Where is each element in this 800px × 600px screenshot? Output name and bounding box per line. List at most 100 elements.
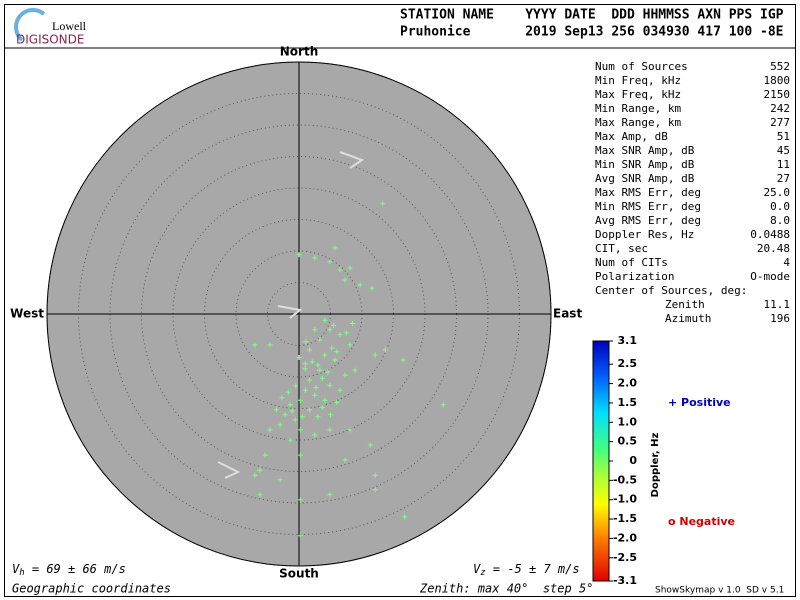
source-point xyxy=(332,357,338,363)
stat-label: Polarization xyxy=(595,270,674,283)
source-point xyxy=(327,327,333,333)
source-point xyxy=(342,277,348,283)
source-point xyxy=(317,337,323,343)
stat-label: CIT, sec xyxy=(595,242,648,255)
stat-value: 8.0 xyxy=(770,214,790,227)
stat-value: 51 xyxy=(777,130,790,143)
stat-label: Avg SNR Amp, dB xyxy=(595,172,695,185)
source-point xyxy=(277,422,283,428)
stat-value: 45 xyxy=(777,144,790,157)
stat-value: 552 xyxy=(770,60,790,73)
source-point xyxy=(347,427,353,433)
vz: Vz = -5 ± 7 m/s xyxy=(473,562,580,578)
source-point xyxy=(257,467,263,473)
coords: Geographic coordinates xyxy=(12,582,171,596)
source-point xyxy=(343,330,349,336)
source-point xyxy=(307,407,313,413)
stat-value: 27 xyxy=(777,172,790,185)
center-value: 11.1 xyxy=(764,298,791,311)
source-point xyxy=(297,397,303,403)
source-point xyxy=(252,472,258,478)
colorbar-tick-label: -2.0 xyxy=(613,531,637,544)
source-point xyxy=(296,252,302,258)
frame xyxy=(4,4,796,597)
source-point xyxy=(322,397,328,403)
stat-value: 11 xyxy=(777,158,790,171)
colorbar-tick-label: 1.0 xyxy=(618,415,638,428)
source-point xyxy=(313,385,319,391)
stat-label: Min Range, km xyxy=(595,102,681,115)
legend-negative: o Negative xyxy=(668,515,735,528)
stat-value: 2150 xyxy=(764,88,791,101)
plot xyxy=(46,61,552,567)
source-point xyxy=(315,362,321,368)
source-point xyxy=(285,389,291,395)
colorbar-tick-label: 1.5 xyxy=(618,396,638,409)
stat-value: O-mode xyxy=(750,270,790,283)
source-point xyxy=(332,245,338,251)
logo-bottom: DIGISONDE xyxy=(16,33,84,47)
source-point xyxy=(292,417,298,423)
source-point xyxy=(309,359,315,365)
source-point xyxy=(440,402,446,408)
source-point xyxy=(352,367,358,373)
logo-swirl xyxy=(14,8,46,42)
stat-label: Max Range, km xyxy=(595,116,681,129)
source-point xyxy=(312,392,318,398)
source-point xyxy=(380,201,386,207)
stat-label: Max Freq, kHz xyxy=(595,88,681,101)
source-point xyxy=(312,432,318,438)
colorbar-tick-label: 2.5 xyxy=(618,357,638,370)
north-label: North xyxy=(280,45,318,59)
colorbar-tick-label: 3.1 xyxy=(618,334,638,347)
source-point xyxy=(322,317,328,323)
source-point xyxy=(357,282,363,288)
source-point xyxy=(302,387,308,393)
version: ShowSkymap v 1.0 SD v 5.1 xyxy=(655,586,784,596)
colorbar xyxy=(592,340,610,582)
source-point xyxy=(307,377,313,383)
stat-label: Max SNR Amp, dB xyxy=(595,144,695,157)
source-point xyxy=(327,382,333,388)
source-point xyxy=(267,342,273,348)
source-point xyxy=(329,345,335,351)
source-point xyxy=(287,402,293,408)
colorbar-tick-label: -3.1 xyxy=(613,574,637,587)
source-point xyxy=(372,487,378,493)
stat-label: Max RMS Err, deg xyxy=(595,186,701,199)
source-point xyxy=(319,404,325,410)
source-point xyxy=(293,383,299,389)
source-point xyxy=(334,399,340,405)
drift-arrow xyxy=(339,151,365,169)
source-point xyxy=(327,492,333,498)
source-point xyxy=(252,342,258,348)
source-point xyxy=(297,452,303,458)
colorbar-tick-label: -2.5 xyxy=(613,551,637,564)
south-label: South xyxy=(279,567,319,581)
source-point xyxy=(334,349,340,355)
source-point xyxy=(402,514,408,520)
source-point xyxy=(312,255,318,261)
source-point xyxy=(331,322,337,328)
colorbar-tick-label: -1.5 xyxy=(613,512,637,525)
stats: Num of Sources 552 Min Freq, kHz 1800 Max Fr… xyxy=(592,60,791,587)
colorbar-tick-label: 0 xyxy=(629,454,637,467)
colorbar-label: Doppler, Hz xyxy=(650,433,661,498)
source-point xyxy=(327,259,333,265)
source-point xyxy=(327,427,333,433)
stat-value: 1800 xyxy=(764,74,791,87)
source-point xyxy=(382,347,388,353)
zenith-note: Zenith: max 40° step 5° xyxy=(419,582,593,596)
source-point xyxy=(277,477,283,483)
stat-label: Min SNR Amp, dB xyxy=(595,158,695,171)
stat-value: 242 xyxy=(770,102,790,115)
source-point xyxy=(400,357,406,363)
source-point xyxy=(337,267,343,273)
center-value: 196 xyxy=(770,312,790,325)
source-point xyxy=(325,369,331,375)
source-point xyxy=(319,375,325,381)
source-point xyxy=(296,354,302,360)
source-point xyxy=(347,342,353,348)
source-point xyxy=(317,367,323,373)
